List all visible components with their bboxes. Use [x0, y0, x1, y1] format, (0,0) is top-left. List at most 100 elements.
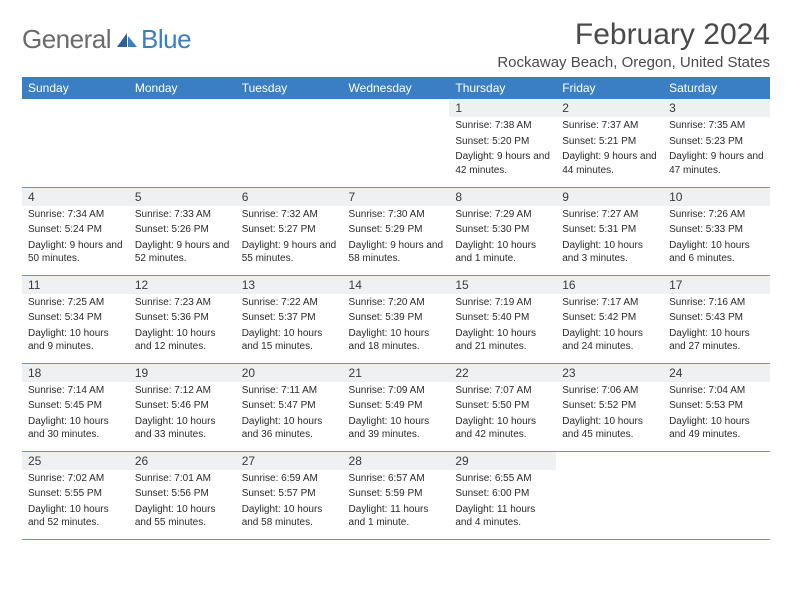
sunset-text: Sunset: 5:43 PM	[663, 309, 770, 325]
sunrise-text: Sunrise: 7:12 AM	[129, 382, 236, 398]
day-number: 25	[22, 452, 129, 470]
sunrise-text: Sunrise: 6:57 AM	[343, 470, 450, 486]
day-number: 20	[236, 364, 343, 382]
sunset-text: Sunset: 5:36 PM	[129, 309, 236, 325]
day-number: 18	[22, 364, 129, 382]
sunset-text: Sunset: 5:39 PM	[343, 309, 450, 325]
day-number: 12	[129, 276, 236, 294]
sunrise-text: Sunrise: 7:22 AM	[236, 294, 343, 310]
calendar-day-cell: 27Sunrise: 6:59 AMSunset: 5:57 PMDayligh…	[236, 451, 343, 539]
daylight-text: Daylight: 10 hours and 9 minutes.	[22, 325, 129, 354]
calendar-day-cell: 6Sunrise: 7:32 AMSunset: 5:27 PMDaylight…	[236, 187, 343, 275]
sunset-text: Sunset: 5:24 PM	[22, 221, 129, 237]
calendar-week-row: 4Sunrise: 7:34 AMSunset: 5:24 PMDaylight…	[22, 187, 770, 275]
day-number: 16	[556, 276, 663, 294]
day-number: 7	[343, 188, 450, 206]
sunrise-text: Sunrise: 7:19 AM	[449, 294, 556, 310]
sunset-text: Sunset: 5:26 PM	[129, 221, 236, 237]
daylight-text: Daylight: 9 hours and 52 minutes.	[129, 237, 236, 266]
day-number: 9	[556, 188, 663, 206]
calendar-day-cell: 21Sunrise: 7:09 AMSunset: 5:49 PMDayligh…	[343, 363, 450, 451]
calendar-day-cell: 9Sunrise: 7:27 AMSunset: 5:31 PMDaylight…	[556, 187, 663, 275]
sunrise-text: Sunrise: 7:37 AM	[556, 117, 663, 133]
daylight-text: Daylight: 10 hours and 30 minutes.	[22, 413, 129, 442]
calendar-day-cell	[236, 99, 343, 187]
sunset-text: Sunset: 5:52 PM	[556, 397, 663, 413]
sunset-text: Sunset: 5:59 PM	[343, 485, 450, 501]
sunset-text: Sunset: 6:00 PM	[449, 485, 556, 501]
sunrise-text: Sunrise: 6:55 AM	[449, 470, 556, 486]
sunrise-text: Sunrise: 7:14 AM	[22, 382, 129, 398]
sunset-text: Sunset: 5:53 PM	[663, 397, 770, 413]
month-title: February 2024	[497, 18, 770, 52]
calendar-day-cell: 4Sunrise: 7:34 AMSunset: 5:24 PMDaylight…	[22, 187, 129, 275]
calendar-week-row: 11Sunrise: 7:25 AMSunset: 5:34 PMDayligh…	[22, 275, 770, 363]
calendar-day-cell: 15Sunrise: 7:19 AMSunset: 5:40 PMDayligh…	[449, 275, 556, 363]
weekday-header: Tuesday	[236, 77, 343, 99]
sunset-text: Sunset: 5:33 PM	[663, 221, 770, 237]
daylight-text: Daylight: 10 hours and 27 minutes.	[663, 325, 770, 354]
sunset-text: Sunset: 5:49 PM	[343, 397, 450, 413]
calendar-day-cell: 29Sunrise: 6:55 AMSunset: 6:00 PMDayligh…	[449, 451, 556, 539]
weekday-header: Saturday	[663, 77, 770, 99]
brand-part1: General	[22, 24, 111, 55]
day-number: 26	[129, 452, 236, 470]
sunset-text: Sunset: 5:20 PM	[449, 133, 556, 149]
daylight-text: Daylight: 11 hours and 1 minute.	[343, 501, 450, 530]
daylight-text: Daylight: 9 hours and 58 minutes.	[343, 237, 450, 266]
daylight-text: Daylight: 10 hours and 1 minute.	[449, 237, 556, 266]
calendar-day-cell: 12Sunrise: 7:23 AMSunset: 5:36 PMDayligh…	[129, 275, 236, 363]
day-number: 2	[556, 99, 663, 117]
day-number: 4	[22, 188, 129, 206]
sunset-text: Sunset: 5:40 PM	[449, 309, 556, 325]
calendar-day-cell: 13Sunrise: 7:22 AMSunset: 5:37 PMDayligh…	[236, 275, 343, 363]
calendar-day-cell: 24Sunrise: 7:04 AMSunset: 5:53 PMDayligh…	[663, 363, 770, 451]
daylight-text: Daylight: 10 hours and 49 minutes.	[663, 413, 770, 442]
sunrise-text: Sunrise: 7:26 AM	[663, 206, 770, 222]
sunset-text: Sunset: 5:29 PM	[343, 221, 450, 237]
sunset-text: Sunset: 5:31 PM	[556, 221, 663, 237]
calendar-week-row: 1Sunrise: 7:38 AMSunset: 5:20 PMDaylight…	[22, 99, 770, 187]
calendar-day-cell: 14Sunrise: 7:20 AMSunset: 5:39 PMDayligh…	[343, 275, 450, 363]
weekday-header-row: Sunday Monday Tuesday Wednesday Thursday…	[22, 77, 770, 99]
day-number: 6	[236, 188, 343, 206]
day-number: 22	[449, 364, 556, 382]
weekday-header: Thursday	[449, 77, 556, 99]
daylight-text: Daylight: 9 hours and 55 minutes.	[236, 237, 343, 266]
day-number: 28	[343, 452, 450, 470]
calendar-day-cell: 5Sunrise: 7:33 AMSunset: 5:26 PMDaylight…	[129, 187, 236, 275]
day-number: 29	[449, 452, 556, 470]
calendar-day-cell: 23Sunrise: 7:06 AMSunset: 5:52 PMDayligh…	[556, 363, 663, 451]
daylight-text: Daylight: 10 hours and 33 minutes.	[129, 413, 236, 442]
calendar-page: General Blue February 2024 Rockaway Beac…	[0, 0, 792, 558]
day-number: 27	[236, 452, 343, 470]
daylight-text: Daylight: 10 hours and 39 minutes.	[343, 413, 450, 442]
day-number: 1	[449, 99, 556, 117]
day-number: 17	[663, 276, 770, 294]
weekday-header: Sunday	[22, 77, 129, 99]
calendar-week-row: 18Sunrise: 7:14 AMSunset: 5:45 PMDayligh…	[22, 363, 770, 451]
weekday-header: Monday	[129, 77, 236, 99]
sunset-text: Sunset: 5:46 PM	[129, 397, 236, 413]
sunset-text: Sunset: 5:27 PM	[236, 221, 343, 237]
daylight-text: Daylight: 10 hours and 3 minutes.	[556, 237, 663, 266]
daylight-text: Daylight: 9 hours and 47 minutes.	[663, 148, 770, 177]
daylight-text: Daylight: 10 hours and 21 minutes.	[449, 325, 556, 354]
sunset-text: Sunset: 5:37 PM	[236, 309, 343, 325]
day-number: 5	[129, 188, 236, 206]
calendar-day-cell: 25Sunrise: 7:02 AMSunset: 5:55 PMDayligh…	[22, 451, 129, 539]
calendar-day-cell: 10Sunrise: 7:26 AMSunset: 5:33 PMDayligh…	[663, 187, 770, 275]
day-number: 21	[343, 364, 450, 382]
page-header: General Blue February 2024 Rockaway Beac…	[22, 18, 770, 71]
sunset-text: Sunset: 5:45 PM	[22, 397, 129, 413]
calendar-day-cell: 7Sunrise: 7:30 AMSunset: 5:29 PMDaylight…	[343, 187, 450, 275]
sunrise-text: Sunrise: 7:35 AM	[663, 117, 770, 133]
calendar-day-cell: 16Sunrise: 7:17 AMSunset: 5:42 PMDayligh…	[556, 275, 663, 363]
calendar-day-cell: 22Sunrise: 7:07 AMSunset: 5:50 PMDayligh…	[449, 363, 556, 451]
sunrise-text: Sunrise: 7:11 AM	[236, 382, 343, 398]
day-number: 11	[22, 276, 129, 294]
daylight-text: Daylight: 10 hours and 15 minutes.	[236, 325, 343, 354]
brand-part2: Blue	[141, 24, 191, 55]
calendar-day-cell: 20Sunrise: 7:11 AMSunset: 5:47 PMDayligh…	[236, 363, 343, 451]
sail-icon	[115, 31, 139, 49]
